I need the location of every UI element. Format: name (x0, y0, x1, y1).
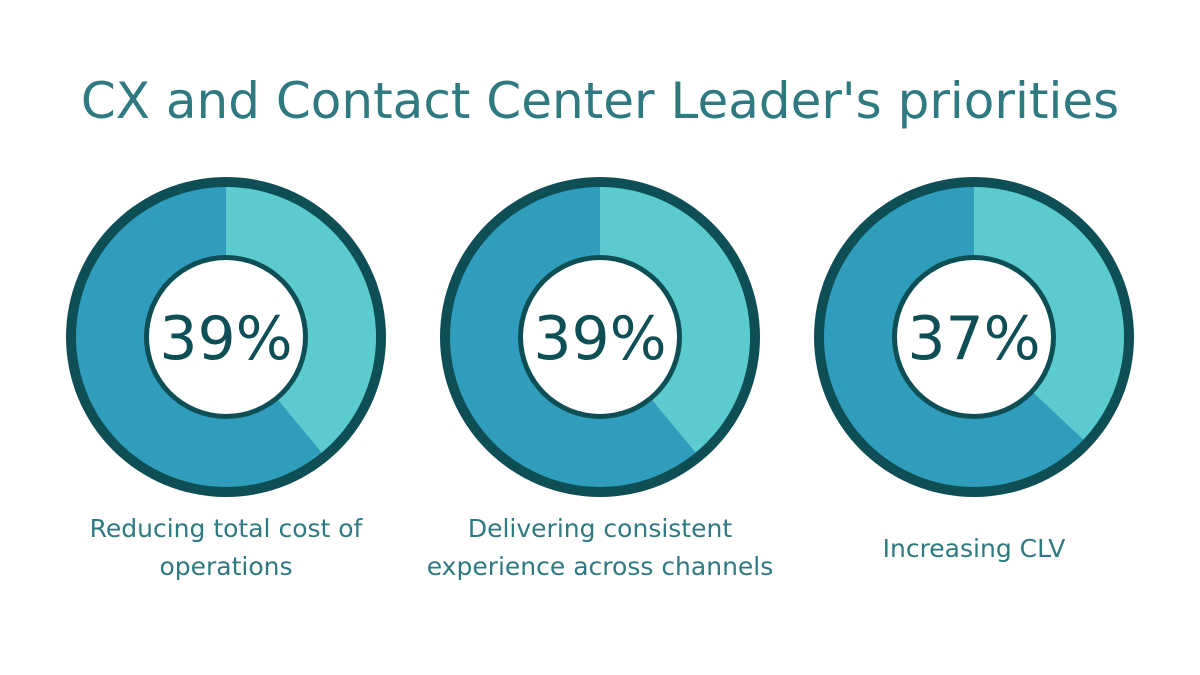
caption-clv: Increasing CLV (882, 534, 1066, 563)
donut-chart-clv: 37% (812, 175, 1136, 499)
donut-center (149, 260, 303, 414)
donut-svg: 37% (814, 177, 1134, 497)
donut-value-label: 37% (907, 304, 1040, 374)
donut-center (523, 260, 677, 414)
donut-value-label: 39% (533, 304, 666, 374)
caption-consistent-experience: Delivering consistent experience across … (426, 514, 774, 581)
donut-center (897, 260, 1051, 414)
chart-title: CX and Contact Center Leader's prioritie… (80, 72, 1120, 130)
donut-value-label: 39% (159, 304, 292, 374)
donut-chart-consistent-experience: 39% (438, 175, 762, 499)
donut-svg: 39% (440, 177, 760, 497)
caption-cost-reduction: Reducing total cost of operations (89, 514, 363, 581)
donut-svg: 39% (66, 177, 386, 497)
donut-chart-cost-reduction: 39% (64, 175, 388, 499)
